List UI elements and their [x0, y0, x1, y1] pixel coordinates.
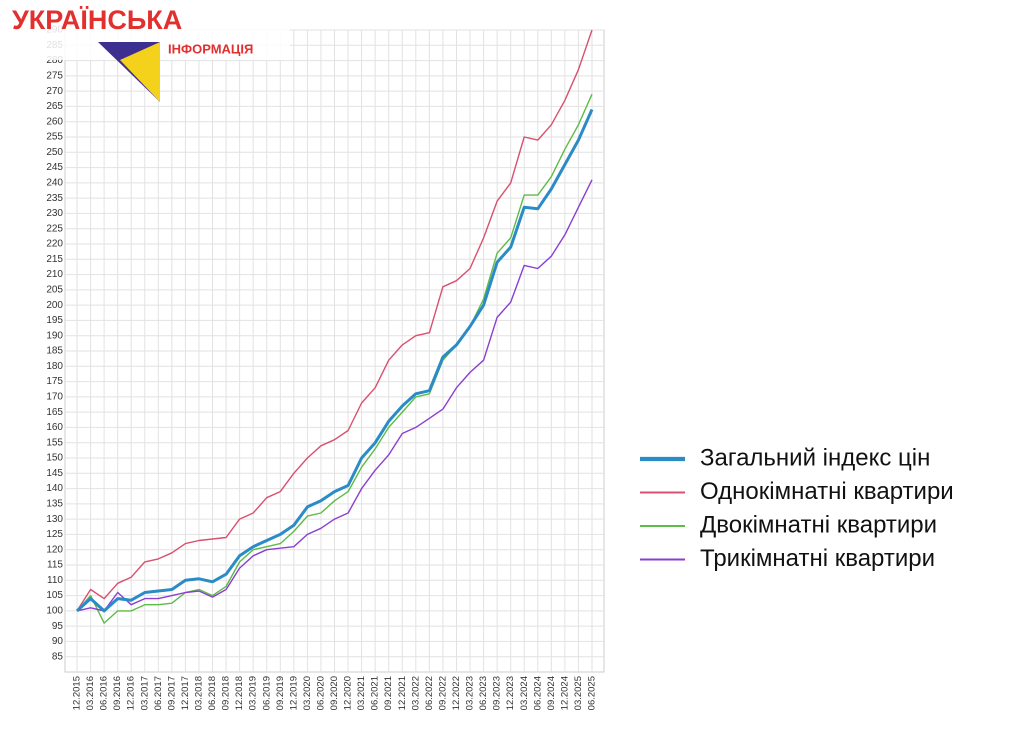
- logo-triangle-accent: [120, 42, 160, 102]
- x-tick-label: 03.2025: [573, 676, 584, 710]
- x-tick-label: 12.2017: [180, 676, 191, 710]
- x-tick-label: 12.2022: [451, 676, 462, 710]
- y-tick-label: 250: [46, 147, 63, 158]
- x-tick-label: 09.2023: [492, 676, 503, 710]
- x-tick-label: 06.2017: [153, 676, 164, 710]
- x-tick-label: 06.2018: [207, 676, 218, 710]
- x-tick-label: 12.2020: [343, 676, 354, 710]
- x-tick-label: 03.2021: [356, 676, 367, 710]
- legend-label: Двокімнатні квартири: [700, 511, 937, 538]
- y-tick-label: 270: [46, 86, 63, 97]
- y-tick-label: 180: [46, 361, 63, 372]
- y-tick-label: 235: [46, 193, 63, 204]
- legend: Загальний індекс цін Однокімнатні квартир…: [640, 444, 954, 572]
- logo: УКРАЇНСЬКА ІНФОРМАЦІЯ: [0, 0, 290, 102]
- x-tick-label: 03.2018: [193, 676, 204, 710]
- y-tick-label: 215: [46, 254, 63, 265]
- x-tick-label: 09.2022: [437, 676, 448, 710]
- y-tick-label: 195: [46, 315, 63, 326]
- series-line: [75, 108, 594, 613]
- y-tick-label: 275: [46, 70, 63, 81]
- series-line: [76, 93, 593, 624]
- x-tick-label: 06.2019: [261, 676, 272, 710]
- y-tick-label: 95: [52, 621, 64, 632]
- x-tick-label: 06.2021: [370, 676, 381, 710]
- x-tick-label: 03.2016: [85, 676, 96, 710]
- x-tick-label: 06.2024: [532, 676, 543, 710]
- y-tick-label: 140: [46, 483, 63, 494]
- legend-label: Трикімнатні квартири: [700, 545, 935, 572]
- y-tick-label: 205: [46, 284, 63, 295]
- y-tick-label: 185: [46, 346, 63, 357]
- y-tick-label: 85: [52, 651, 64, 662]
- y-tick-label: 260: [46, 116, 63, 127]
- x-tick-label: 09.2018: [221, 676, 232, 710]
- x-tick-label: 09.2017: [166, 676, 177, 710]
- y-tick-label: 115: [47, 560, 63, 571]
- x-tick-label: 03.2017: [139, 676, 150, 710]
- y-tick-label: 255: [46, 132, 63, 143]
- y-tick-label: 90: [52, 636, 64, 647]
- x-tick-label: 06.2020: [315, 676, 326, 710]
- axis-labels: 85 90 95 100 105 110 115 120 125 130 135 140 145 150 1…: [46, 25, 597, 711]
- y-tick-label: 170: [46, 391, 63, 402]
- x-tick-label: 09.2024: [546, 676, 557, 710]
- x-tick-label: 03.2024: [519, 676, 530, 710]
- y-tick-label: 230: [46, 208, 63, 219]
- y-tick-label: 265: [46, 101, 63, 112]
- y-tick-label: 120: [46, 544, 63, 555]
- y-tick-label: 200: [46, 300, 63, 311]
- x-tick-label: 06.2023: [478, 676, 489, 710]
- x-tick-label: 12.2018: [234, 676, 245, 710]
- series-line: [76, 29, 593, 612]
- y-tick-label: 225: [46, 223, 63, 234]
- y-tick-label: 135: [46, 498, 63, 509]
- x-tick-label: 12.2024: [559, 676, 570, 710]
- x-tick-label: 03.2022: [410, 676, 421, 710]
- y-tick-label: 150: [46, 453, 63, 464]
- y-tick-label: 165: [46, 407, 63, 418]
- y-tick-label: 145: [46, 468, 63, 479]
- x-tick-label: 12.2021: [397, 676, 408, 710]
- x-tick-label: 03.2023: [465, 676, 476, 710]
- legend-label: Однокімнатні квартири: [700, 478, 954, 505]
- y-tick-label: 155: [46, 437, 63, 448]
- y-tick-label: 100: [46, 605, 63, 616]
- x-tick-label: 06.2025: [587, 676, 598, 710]
- x-tick-label: 09.2016: [112, 676, 123, 710]
- grid: [64, 29, 605, 673]
- y-tick-label: 175: [46, 376, 63, 387]
- x-tick-label: 12.2016: [126, 676, 137, 710]
- y-tick-label: 110: [47, 575, 63, 586]
- x-tick-label: 03.2020: [302, 676, 313, 710]
- y-tick-label: 105: [46, 590, 63, 601]
- series-line: [76, 179, 593, 612]
- legend-label: Загальний індекс цін: [700, 444, 930, 471]
- y-tick-label: 240: [46, 177, 63, 188]
- y-tick-label: 160: [46, 422, 63, 433]
- y-tick-label: 190: [46, 330, 63, 341]
- x-tick-label: 12.2015: [72, 676, 83, 710]
- y-tick-label: 130: [46, 514, 63, 525]
- x-tick-label: 06.2016: [99, 676, 110, 710]
- x-tick-label: 12.2019: [288, 676, 299, 710]
- y-tick-label: 125: [46, 529, 63, 540]
- x-tick-label: 09.2019: [275, 676, 286, 710]
- y-tick-label: 220: [46, 239, 63, 250]
- y-tick-label: 210: [46, 269, 63, 280]
- y-tick-label: 280: [46, 55, 63, 66]
- x-tick-label: 12.2023: [505, 676, 516, 710]
- logo-subtitle: ІНФОРМАЦІЯ: [168, 41, 253, 56]
- plot: [75, 29, 594, 624]
- logo-title: УКРАЇНСЬКА: [12, 5, 182, 35]
- x-tick-label: 03.2019: [248, 676, 259, 710]
- x-tick-label: 09.2020: [329, 676, 340, 710]
- x-tick-label: 09.2021: [383, 676, 394, 710]
- y-tick-label: 245: [46, 162, 63, 173]
- x-tick-label: 06.2022: [424, 676, 435, 710]
